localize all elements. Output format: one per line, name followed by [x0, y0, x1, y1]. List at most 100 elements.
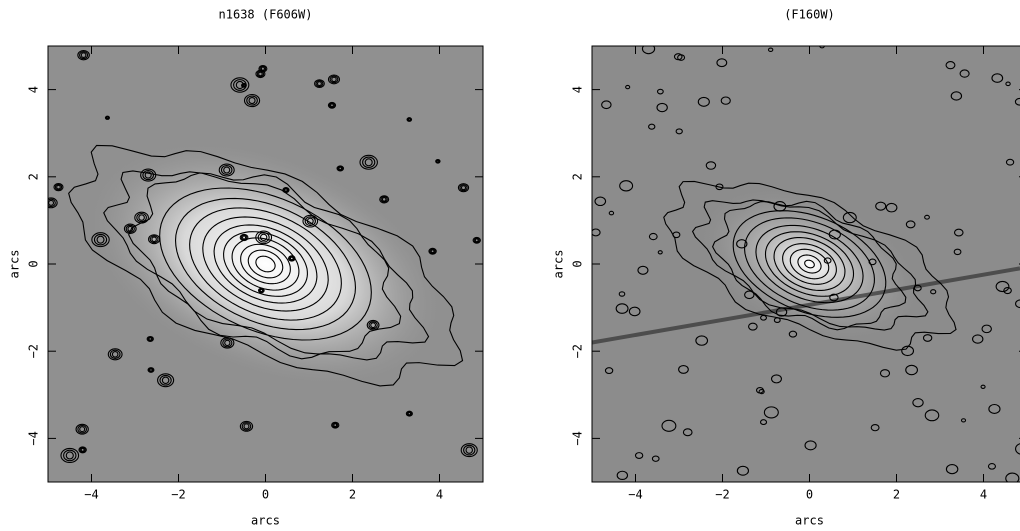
y-tick-label: −4	[27, 431, 41, 445]
source-contour	[91, 232, 110, 248]
source-contour	[960, 418, 967, 423]
source-contour	[65, 451, 74, 460]
source-contour	[1003, 287, 1012, 295]
source-contour	[637, 265, 649, 275]
source-contour	[48, 199, 55, 206]
source-contour	[773, 317, 781, 324]
source-contour	[136, 212, 147, 223]
source-contour	[241, 422, 252, 431]
stripe	[592, 266, 1020, 345]
source-contour	[715, 183, 724, 191]
x-tick-label: 0	[262, 488, 269, 502]
source-contour	[773, 201, 787, 212]
source-contour	[147, 336, 153, 342]
source-contour	[316, 81, 322, 87]
source-contour	[760, 314, 767, 321]
source-contour	[634, 452, 644, 459]
source-contour	[223, 166, 231, 174]
source-contour	[430, 249, 435, 254]
source-contour	[161, 376, 170, 385]
y-tick-label: 4	[27, 86, 41, 93]
contour	[213, 224, 318, 304]
source-contour	[123, 223, 137, 235]
source-contour	[159, 374, 172, 386]
source-contour	[673, 53, 683, 61]
source-contour	[945, 464, 959, 475]
source-contour	[366, 319, 380, 331]
source-contour	[924, 214, 930, 220]
source-contour	[77, 49, 90, 61]
source-contour	[972, 334, 984, 344]
source-contour	[239, 233, 249, 242]
source-contour	[758, 389, 765, 395]
source-contour	[804, 440, 817, 451]
source-contour	[257, 287, 265, 294]
image-panel	[48, 46, 483, 482]
contour	[128, 172, 402, 360]
source-contour	[473, 237, 480, 244]
x-tick-label: −4	[84, 488, 98, 502]
source-contour	[842, 211, 857, 224]
source-contour	[628, 306, 641, 317]
y-tick-label: 2	[27, 173, 41, 180]
source-contour	[127, 225, 134, 232]
source-contour	[1015, 299, 1020, 309]
source-contour	[148, 367, 154, 373]
source-contour	[134, 211, 149, 224]
contour	[159, 187, 372, 341]
y-tick-label: −2	[571, 344, 585, 358]
source-contour	[306, 217, 314, 225]
source-contour	[220, 337, 235, 349]
source-contour	[235, 80, 245, 90]
source-contour	[380, 196, 388, 203]
source-contour	[428, 247, 437, 255]
source-contour	[256, 70, 265, 78]
contour	[223, 231, 308, 297]
source-contour	[93, 233, 108, 246]
source-contour	[218, 163, 235, 177]
source-contour	[736, 239, 748, 249]
source-contour	[54, 183, 63, 191]
source-contour	[370, 322, 377, 329]
source-contour	[763, 406, 779, 419]
y-tick-label: −2	[27, 344, 41, 358]
contour	[68, 144, 464, 387]
source-contour	[924, 409, 940, 422]
galaxy-glow	[84, 139, 447, 389]
y-tick-label: −4	[571, 431, 585, 445]
source-contour	[641, 46, 656, 55]
source-contour	[78, 446, 87, 454]
contour	[240, 243, 291, 285]
source-contour	[436, 159, 440, 163]
source-contour	[79, 426, 86, 433]
contour	[773, 237, 846, 291]
source-contour	[258, 288, 264, 293]
galaxy-glow	[695, 185, 924, 343]
x-axis-label: arcs	[251, 514, 280, 528]
source-contour	[259, 288, 264, 293]
source-contour	[125, 224, 135, 233]
contour	[764, 231, 855, 297]
x-axis-label: arcs	[795, 514, 824, 528]
source-contour	[592, 228, 601, 237]
source-contour	[870, 423, 880, 432]
source-contour	[246, 95, 258, 106]
source-contour	[828, 229, 841, 240]
source-contour	[260, 66, 266, 71]
source-contour	[460, 443, 478, 458]
source-contour	[255, 69, 266, 79]
source-contour	[823, 257, 832, 264]
source-contour	[220, 164, 233, 176]
source-contour	[288, 255, 295, 261]
y-tick-label: 0	[27, 260, 41, 267]
source-contour	[618, 291, 626, 297]
y-tick-label: 0	[571, 260, 585, 267]
source-contour	[656, 88, 664, 95]
source-contour	[405, 410, 413, 417]
source-contour	[222, 338, 233, 348]
contour	[231, 237, 300, 291]
source-contour	[289, 256, 294, 261]
source-contour	[258, 71, 263, 77]
source-contour	[75, 423, 89, 435]
source-contour	[332, 422, 339, 428]
